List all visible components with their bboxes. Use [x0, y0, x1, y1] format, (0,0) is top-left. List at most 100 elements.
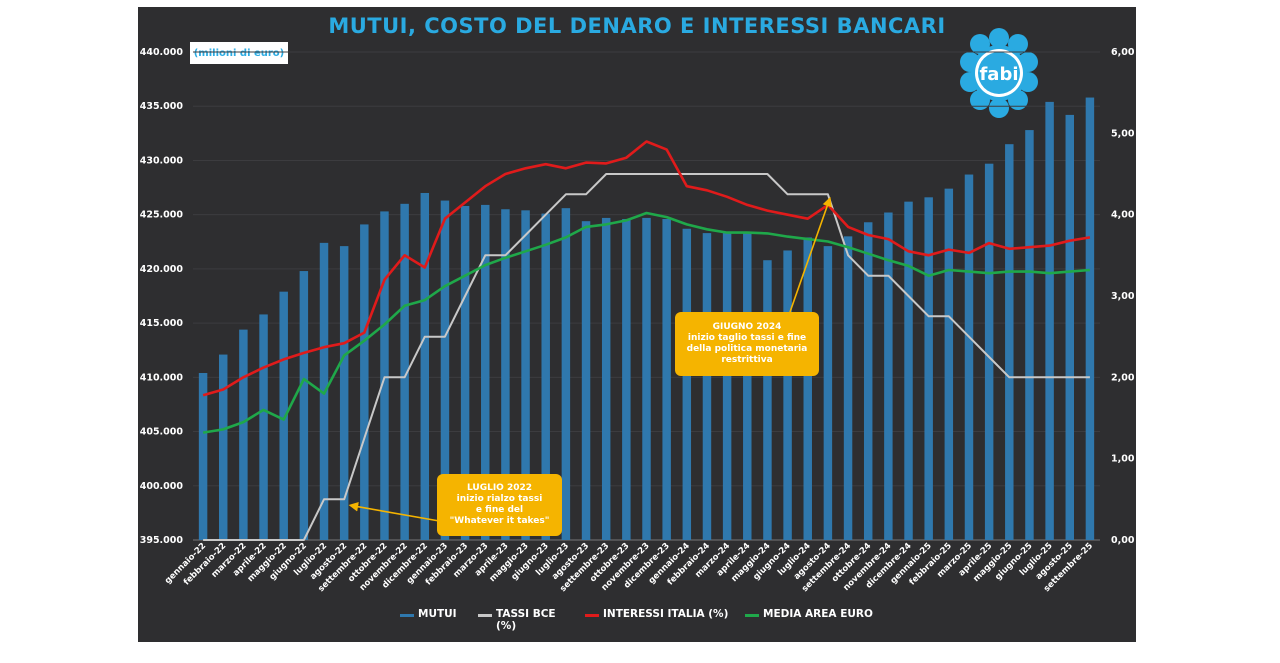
bar-mutui: [299, 271, 309, 540]
bar-mutui: [501, 209, 510, 540]
bar-mutui: [863, 222, 873, 540]
bar-mutui: [521, 210, 530, 540]
annotation-line: inizio rialzo tassi: [456, 494, 543, 504]
y-right-tick-label: 6,00: [1111, 47, 1135, 58]
y-right-tick-label: 3,00: [1111, 291, 1135, 302]
legend-label: MUTUI: [418, 608, 457, 620]
bar-mutui: [763, 260, 772, 540]
y-left-tick-label: 395.000: [140, 535, 184, 546]
annotation-arrows: [348, 196, 832, 523]
bar-mutui: [440, 200, 450, 540]
annotation-line: LUGLIO 2022: [466, 483, 533, 493]
legend-label: MEDIA AREA EURO: [763, 608, 873, 620]
bar-mutui: [823, 246, 833, 541]
arrow-giugno-2024: [789, 196, 832, 313]
y-left-tick-label: 430.000: [140, 155, 184, 166]
bar-mutui: [601, 217, 611, 541]
bar-mutui: [783, 250, 792, 540]
bar-mutui: [622, 219, 631, 540]
line-tassi-bce: [203, 173, 1090, 541]
bar-mutui: [541, 213, 550, 541]
bar-mutui: [924, 197, 933, 540]
y-left-axis: 395.000 400.000 405.000 410.000 415.000 420.0…: [140, 47, 184, 546]
annotation-luglio-2022: LUGLIO 2022 inizio rialzo tassi e fine d…: [437, 474, 562, 536]
annotation-line: "Whatever it takes": [449, 516, 550, 526]
unit-label: (milioni di euro): [190, 42, 288, 64]
bar-mutui: [239, 329, 248, 540]
y-right-tick-label: 5,00: [1111, 128, 1135, 139]
y-left-tick-label: 440.000: [140, 47, 184, 58]
legend-item-tassi-bce: TASSI BCE (%): [478, 608, 558, 632]
bar-mutui: [561, 208, 571, 540]
bar-mutui: [984, 163, 994, 540]
y-right-tick-label: 2,00: [1111, 372, 1135, 383]
bar-mutui: [339, 246, 349, 541]
bar-mutui: [420, 192, 430, 540]
annotation-line: della politica monetaria: [686, 344, 808, 354]
x-axis-labels: gennaio-22febbraio-22marzo-22aprile-22ma…: [163, 541, 1095, 594]
bar-mutui: [722, 233, 732, 540]
y-left-tick-label: 420.000: [140, 264, 184, 275]
bar-mutui: [360, 224, 369, 540]
legend-swatch: [585, 614, 599, 617]
y-left-tick-label: 425.000: [140, 210, 184, 221]
legend-swatch: [400, 614, 414, 617]
legend-swatch: [478, 614, 492, 617]
bar-mutui: [380, 211, 389, 540]
bar-mutui: [1065, 114, 1074, 541]
bar-mutui: [1005, 144, 1014, 540]
legend-item-mutui: MUTUI: [400, 608, 457, 620]
bar-mutui: [743, 233, 752, 540]
annotation-line: inizio taglio tassi e fine: [687, 333, 807, 343]
bar-mutui: [662, 219, 671, 540]
lines: [202, 140, 1091, 541]
legend-item-media-area-euro: MEDIA AREA EURO: [745, 608, 873, 620]
annotation-line: restrittiva: [721, 355, 773, 365]
bar-mutui: [219, 354, 228, 540]
y-left-tick-label: 405.000: [140, 427, 184, 438]
bar-mutui: [803, 237, 812, 540]
line-media-area-euro: [202, 211, 1091, 434]
bars-mutui: [198, 97, 1095, 541]
bar-mutui: [843, 236, 853, 540]
logo-text: fabi: [979, 64, 1018, 85]
bar-mutui: [460, 205, 470, 541]
legend: MUTUI TASSI BCE (%) INTERESSI ITALIA (%)…: [400, 608, 920, 638]
y-right-tick-label: 1,00: [1111, 454, 1135, 465]
bar-mutui: [884, 212, 893, 540]
bar-mutui: [1045, 101, 1054, 540]
legend-label: INTERESSI ITALIA (%): [603, 608, 729, 620]
y-left-tick-label: 435.000: [140, 101, 184, 112]
bar-mutui: [259, 314, 268, 540]
bar-mutui: [904, 201, 913, 541]
line-interessi-italia: [202, 140, 1091, 397]
y-left-tick-label: 400.000: [140, 481, 184, 492]
bar-mutui: [481, 204, 490, 540]
legend-swatch: [745, 614, 759, 617]
bar-mutui: [702, 233, 712, 540]
legend-item-interessi-italia: INTERESSI ITALIA (%): [585, 608, 728, 620]
y-left-tick-label: 415.000: [140, 318, 184, 329]
legend-label: TASSI BCE (%): [496, 608, 556, 632]
bar-mutui: [198, 372, 208, 540]
y-right-tick-label: 4,00: [1111, 210, 1135, 221]
bar-mutui: [279, 291, 288, 540]
fabi-logo: fabi: [960, 28, 1038, 118]
bar-mutui: [964, 174, 974, 540]
y-right-tick-label: 0,00: [1111, 535, 1135, 546]
annotation-line: GIUGNO 2024: [712, 322, 782, 332]
arrow-luglio-2022: [348, 501, 446, 523]
bar-mutui: [1085, 97, 1095, 541]
bar-mutui: [642, 217, 651, 541]
y-right-axis: 0,00 1,00 2,00 3,00 4,00 5,00 6,00: [1111, 47, 1135, 546]
bar-mutui: [581, 221, 591, 540]
annotation-giugno-2024: GIUGNO 2024 inizio taglio tassi e fine d…: [675, 312, 819, 376]
annotation-line: e fine del: [475, 505, 524, 515]
bar-mutui: [944, 188, 954, 540]
bar-mutui: [682, 228, 692, 540]
bar-mutui: [400, 203, 409, 541]
bar-mutui: [1025, 130, 1034, 540]
y-left-tick-label: 410.000: [140, 372, 184, 383]
chart-title: MUTUI, COSTO DEL DENARO E INTERESSI BANC…: [328, 14, 946, 38]
